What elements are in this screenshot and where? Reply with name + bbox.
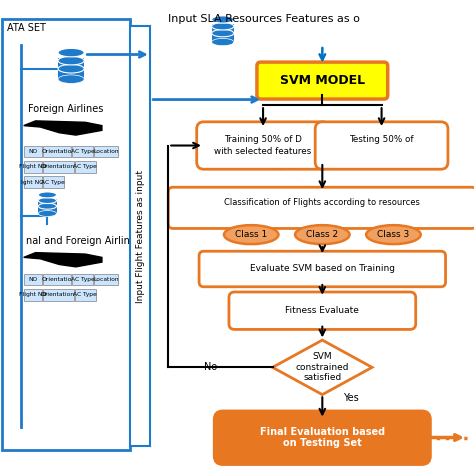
- FancyBboxPatch shape: [74, 161, 96, 173]
- FancyBboxPatch shape: [197, 122, 329, 169]
- Text: Class 3: Class 3: [377, 230, 410, 239]
- Text: NO: NO: [28, 149, 37, 154]
- Text: NO: NO: [28, 277, 37, 282]
- Text: Class 2: Class 2: [306, 230, 338, 239]
- FancyBboxPatch shape: [43, 146, 71, 157]
- Text: No: No: [204, 362, 218, 373]
- Ellipse shape: [58, 48, 84, 57]
- FancyBboxPatch shape: [58, 58, 84, 79]
- FancyBboxPatch shape: [315, 122, 448, 169]
- Text: with selected features: with selected features: [214, 147, 312, 156]
- Ellipse shape: [224, 225, 279, 244]
- FancyBboxPatch shape: [24, 161, 42, 173]
- Polygon shape: [273, 340, 372, 394]
- FancyBboxPatch shape: [24, 176, 42, 188]
- Text: nal and Foreign Airlines: nal and Foreign Airlines: [26, 236, 141, 246]
- FancyBboxPatch shape: [130, 26, 150, 446]
- Ellipse shape: [38, 192, 56, 198]
- Text: Orientatio: Orientatio: [42, 149, 72, 154]
- FancyBboxPatch shape: [72, 274, 93, 285]
- Text: AC Type: AC Type: [73, 164, 97, 169]
- Ellipse shape: [212, 29, 234, 37]
- FancyBboxPatch shape: [212, 24, 234, 42]
- Text: AC Type: AC Type: [71, 277, 94, 282]
- Ellipse shape: [58, 64, 84, 73]
- FancyBboxPatch shape: [24, 146, 42, 157]
- FancyBboxPatch shape: [214, 411, 430, 465]
- Text: ATA SET: ATA SET: [7, 23, 46, 34]
- FancyBboxPatch shape: [72, 146, 93, 157]
- Polygon shape: [24, 253, 102, 267]
- FancyBboxPatch shape: [257, 62, 388, 99]
- Text: Foreign Airlines: Foreign Airlines: [28, 104, 104, 114]
- FancyBboxPatch shape: [2, 19, 130, 450]
- Text: Fitness Evaluate: Fitness Evaluate: [285, 306, 359, 315]
- FancyBboxPatch shape: [74, 289, 96, 301]
- Text: SVM
constrained
satisfied: SVM constrained satisfied: [296, 353, 349, 382]
- Text: Classification of Flights according to resources: Classification of Flights according to r…: [224, 199, 420, 207]
- Ellipse shape: [38, 198, 56, 203]
- FancyBboxPatch shape: [229, 292, 416, 329]
- FancyBboxPatch shape: [43, 289, 73, 301]
- FancyBboxPatch shape: [199, 251, 446, 287]
- Ellipse shape: [58, 75, 84, 83]
- Text: Flight NO: Flight NO: [18, 292, 47, 297]
- Text: SVM MODEL: SVM MODEL: [280, 74, 365, 87]
- Ellipse shape: [58, 56, 84, 65]
- Text: Orientation: Orientation: [41, 164, 75, 169]
- Text: Input SLA Resources Features as o: Input SLA Resources Features as o: [168, 14, 360, 24]
- FancyBboxPatch shape: [43, 274, 71, 285]
- Text: Testing 50% of: Testing 50% of: [349, 135, 414, 144]
- Text: Flight NO: Flight NO: [18, 164, 47, 169]
- FancyBboxPatch shape: [43, 176, 64, 188]
- Ellipse shape: [38, 203, 56, 209]
- FancyBboxPatch shape: [24, 274, 42, 285]
- Ellipse shape: [212, 23, 234, 30]
- Ellipse shape: [295, 225, 350, 244]
- Text: AC Type: AC Type: [41, 180, 65, 184]
- FancyBboxPatch shape: [43, 161, 73, 173]
- Text: ight NO: ight NO: [21, 180, 44, 184]
- Text: Input Flight Features as input: Input Flight Features as input: [136, 170, 145, 302]
- FancyBboxPatch shape: [168, 187, 474, 228]
- Text: Evaluate SVM based on Training: Evaluate SVM based on Training: [250, 264, 395, 273]
- FancyBboxPatch shape: [24, 289, 42, 301]
- FancyBboxPatch shape: [38, 199, 56, 213]
- Text: Yes: Yes: [343, 393, 359, 403]
- Text: Location: Location: [93, 149, 118, 154]
- Text: Location: Location: [93, 277, 118, 282]
- FancyBboxPatch shape: [94, 146, 118, 157]
- Ellipse shape: [366, 225, 421, 244]
- Polygon shape: [24, 121, 102, 135]
- Ellipse shape: [212, 16, 234, 23]
- Text: AC Type: AC Type: [71, 149, 94, 154]
- FancyBboxPatch shape: [94, 274, 118, 285]
- Text: Class 1: Class 1: [235, 230, 267, 239]
- Text: Orientatio: Orientatio: [42, 277, 72, 282]
- Ellipse shape: [38, 210, 56, 217]
- Text: Final Evaluation based
on Testing Set: Final Evaluation based on Testing Set: [260, 427, 385, 448]
- Text: Orientation: Orientation: [41, 292, 75, 297]
- Text: AC Type: AC Type: [73, 292, 97, 297]
- Text: Training 50% of D: Training 50% of D: [224, 135, 302, 144]
- Ellipse shape: [212, 38, 234, 46]
